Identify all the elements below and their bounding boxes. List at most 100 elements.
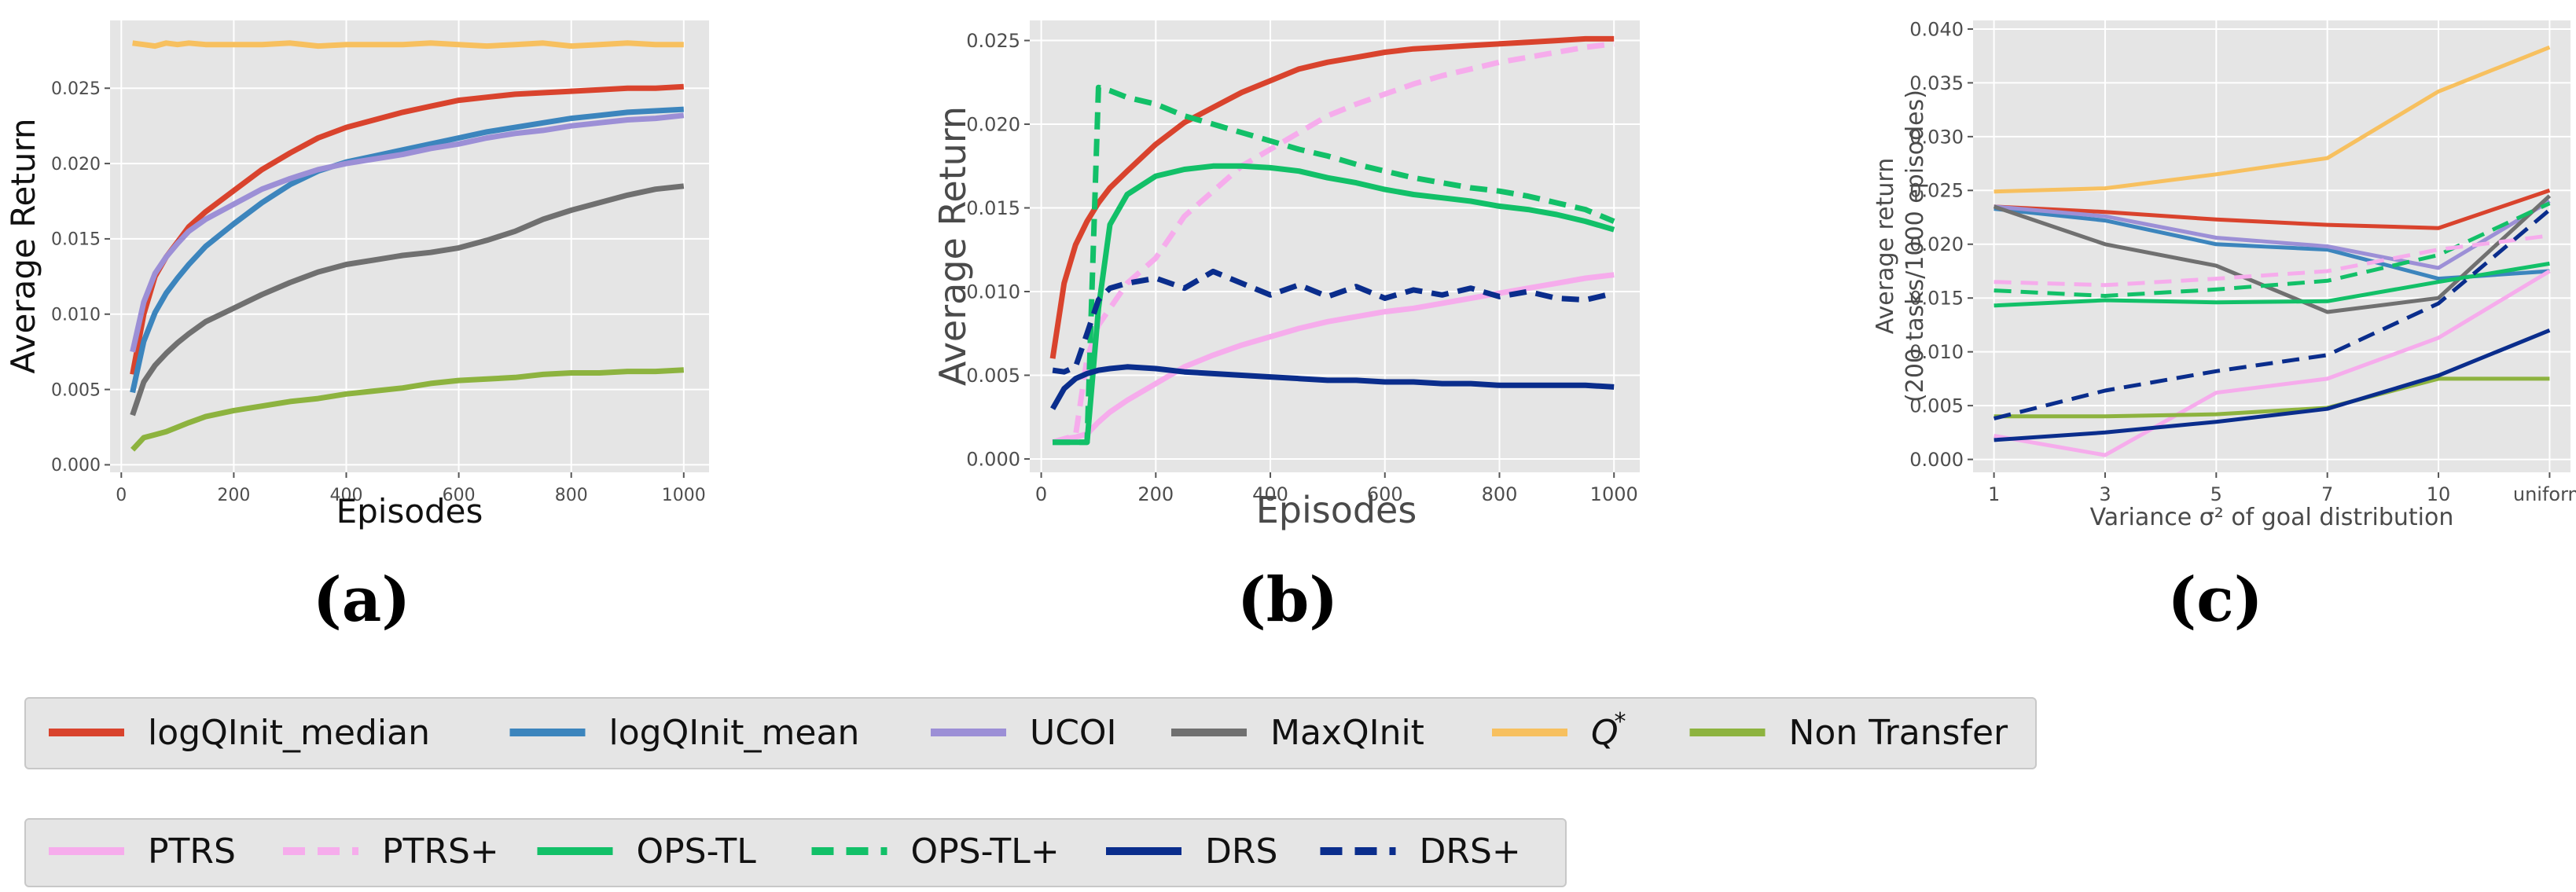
legend-label: DRS+ bbox=[1420, 831, 1521, 872]
panel-a-x-axis-label: Episodes bbox=[336, 492, 483, 530]
legend-item-ucoi: UCOI bbox=[931, 713, 1117, 753]
legend-label: PTRS+ bbox=[382, 831, 499, 872]
panel-c-y-axis-label-line1: Average return bbox=[1872, 158, 1899, 334]
series-line-non-transfer bbox=[130, 367, 684, 452]
x-tick-label: 5 bbox=[2210, 483, 2222, 505]
panel-a-y-axis-label: Average Return bbox=[4, 118, 42, 373]
panel-c-y-axis-label-line2: (200 tasks/1000 episodes) bbox=[1902, 90, 1929, 402]
legend-label: OPS-TL bbox=[637, 831, 757, 872]
panel-a: 0.000 0.005 0.010 0.015 0.020 0.025 0 200 400 60… bbox=[4, 20, 709, 636]
y-tick-label: 0.000 bbox=[966, 448, 1020, 470]
series-line-maxqinit bbox=[1993, 194, 2552, 314]
panel-a-y-tick-labels: 0.000 0.005 0.010 0.015 0.020 0.025 bbox=[51, 79, 110, 475]
panel-c: 0.000 0.005 0.010 0.015 0.020 0.025 0.030 0.035… bbox=[1872, 18, 2576, 636]
panel-b-x-axis-label: Episodes bbox=[1256, 489, 1417, 531]
legend-label: Non Transfer bbox=[1789, 713, 2009, 753]
panel-a-letter: (a) bbox=[313, 564, 410, 636]
series-line-non-transfer bbox=[1994, 376, 2550, 419]
legend-row-2: PTRS PTRS+ OPS-TL OPS-TL+ DRS DRS+ bbox=[24, 818, 1567, 887]
x-tick-label: 10 bbox=[2427, 483, 2451, 505]
y-tick-label: 0.005 bbox=[1909, 395, 1964, 417]
series-line-ptrs bbox=[1994, 233, 2550, 288]
y-tick-label: 0.040 bbox=[1909, 18, 1964, 40]
series-line-qstar bbox=[132, 40, 684, 50]
legend-item-ops-tl: OPS-TL+ bbox=[811, 831, 1060, 872]
legend-label: DRS bbox=[1205, 831, 1277, 872]
y-tick-label: 0.025 bbox=[1909, 180, 1964, 202]
y-tick-label: 0.000 bbox=[51, 456, 101, 475]
x-tick-label: 200 bbox=[1137, 483, 1174, 505]
series-line-ptrs bbox=[1052, 272, 1615, 446]
y-tick-label: 0.010 bbox=[1909, 341, 1964, 363]
legend-label: Q bbox=[1591, 713, 1619, 753]
x-tick-label: 7 bbox=[2321, 483, 2333, 505]
legend-label: logQInit_mean bbox=[609, 713, 860, 753]
panel-c-x-tick-labels: 1 3 5 7 10 uniform bbox=[1988, 472, 2576, 505]
series-line-drs bbox=[1050, 364, 1615, 410]
y-tick-label: 0.005 bbox=[51, 380, 101, 400]
legend-label-superscript: * bbox=[1615, 708, 1626, 736]
series-line-drs bbox=[1993, 208, 2552, 420]
legend-item-ops-tl: OPS-TL bbox=[537, 831, 757, 872]
panel-c-x-axis-label: Variance σ² of goal distribution bbox=[2090, 504, 2454, 531]
legend-label: MaxQInit bbox=[1270, 713, 1424, 753]
series-line-ops-tl bbox=[1053, 163, 1615, 446]
y-tick-label: 0.020 bbox=[966, 113, 1020, 135]
series-line-drs bbox=[1994, 328, 2551, 442]
y-tick-label: 0.015 bbox=[1909, 288, 1964, 310]
x-tick-label: 0 bbox=[1035, 483, 1047, 505]
x-tick-label: 1000 bbox=[1590, 483, 1638, 505]
series-line-logqinit-median bbox=[1994, 188, 2551, 230]
legend-label: PTRS bbox=[148, 831, 236, 872]
legend-item-ptrs: PTRS bbox=[49, 831, 236, 872]
x-tick-label: 1000 bbox=[662, 486, 706, 505]
panel-c-gridlines bbox=[1973, 20, 2570, 472]
panel-a-series-lines bbox=[130, 40, 685, 452]
x-tick-label: 3 bbox=[2099, 483, 2111, 505]
y-tick-label: 0.015 bbox=[51, 230, 101, 250]
panel-b-letter: (b) bbox=[1237, 564, 1338, 636]
x-tick-label: 400 bbox=[330, 486, 363, 505]
y-tick-label: 0.020 bbox=[1909, 233, 1964, 255]
y-tick-label: 0.000 bbox=[1909, 449, 1964, 471]
legend-item-qstar: Q* bbox=[1492, 708, 1626, 753]
x-tick-label: 400 bbox=[1252, 483, 1288, 505]
legend-item-logqinit-median: logQInit_median bbox=[49, 713, 430, 753]
y-tick-label: 0.010 bbox=[966, 281, 1020, 303]
panel-a-x-tick-labels: 0 200 400 600 800 1000 bbox=[116, 472, 706, 505]
y-tick-label: 0.025 bbox=[51, 79, 101, 99]
series-line-qstar bbox=[1994, 45, 2551, 194]
y-tick-label: 0.005 bbox=[966, 365, 1020, 387]
panel-c-series-lines bbox=[1993, 45, 2552, 457]
y-tick-label: 0.035 bbox=[1909, 72, 1964, 94]
series-line-ucoi bbox=[130, 112, 685, 353]
legend-label: UCOI bbox=[1030, 713, 1117, 753]
x-tick-label: 1 bbox=[1988, 483, 2000, 505]
panel-b-series-lines bbox=[1049, 35, 1615, 446]
legend-item-maxqinit: MaxQInit bbox=[1171, 713, 1424, 753]
series-line-drs bbox=[1052, 268, 1615, 375]
y-tick-label: 0.020 bbox=[51, 155, 101, 174]
panel-b-x-tick-labels: 0 200 400 600 800 1000 bbox=[1035, 472, 1638, 505]
legend-item-non-transfer: Non Transfer bbox=[1689, 713, 2009, 753]
x-tick-label: 600 bbox=[1367, 483, 1403, 505]
x-tick-label: 800 bbox=[1482, 483, 1518, 505]
series-line-ops-tl bbox=[1053, 84, 1615, 446]
x-tick-label: 200 bbox=[217, 486, 250, 505]
panel-c-y-tick-labels: 0.000 0.005 0.010 0.015 0.020 0.025 0.030 0.035… bbox=[1909, 18, 1973, 471]
x-tick-label: 0 bbox=[116, 486, 127, 505]
series-line-ops-tl bbox=[1994, 261, 2550, 308]
y-tick-label: 0.015 bbox=[966, 197, 1020, 219]
panel-b-y-axis-label: Average Return bbox=[932, 106, 974, 386]
legend-row-2-box bbox=[24, 818, 1567, 887]
panel-b: 0.000 0.005 0.010 0.015 0.020 0.025 0 200 400 60… bbox=[932, 20, 1640, 636]
y-tick-label: 0.025 bbox=[966, 30, 1020, 52]
legend-item-logqinit-mean: logQInit_mean bbox=[509, 713, 860, 753]
legend-item-drs: DRS+ bbox=[1320, 831, 1521, 872]
legend-row-1: logQInit_median logQInit_mean UCOI MaxQInit… bbox=[24, 697, 2037, 769]
legend-row-1-box bbox=[24, 697, 2037, 769]
x-tick-label: uniform bbox=[2513, 483, 2576, 505]
panel-c-letter: (c) bbox=[2167, 564, 2262, 636]
series-line-maxqinit bbox=[130, 183, 685, 417]
